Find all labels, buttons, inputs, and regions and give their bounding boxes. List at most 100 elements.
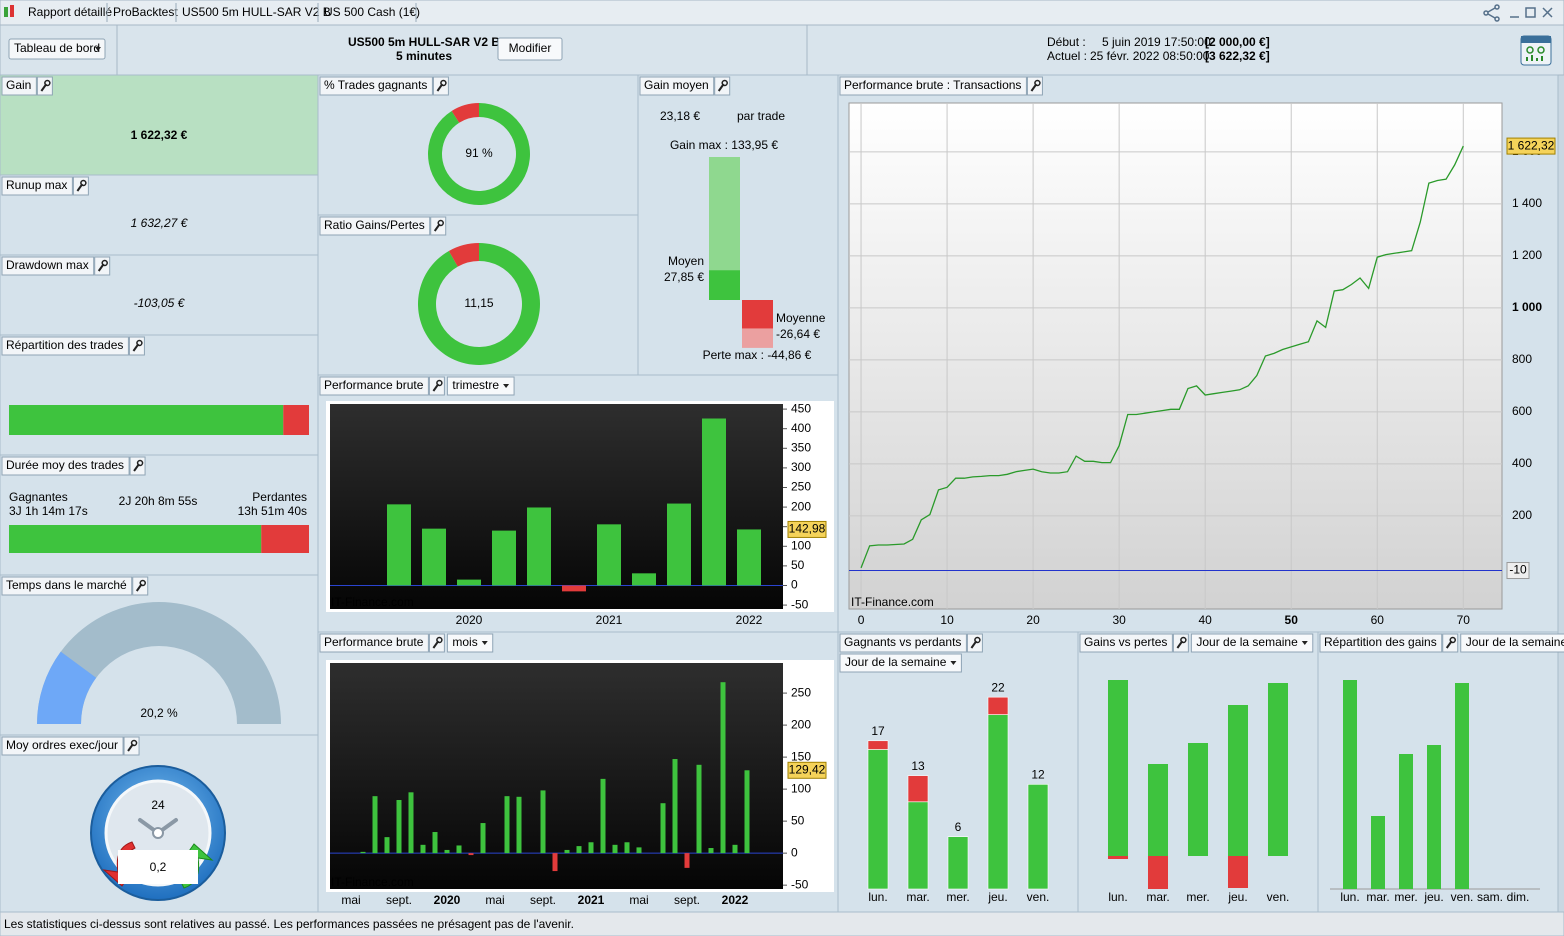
avg-gain-bar [709, 270, 740, 300]
bar [636, 847, 642, 854]
total-label: 17 [871, 724, 885, 738]
app-icon [10, 5, 14, 17]
period-select-box[interactable] [1460, 633, 1564, 653]
value-label: 0,2 [150, 860, 167, 874]
wrench-icon [136, 339, 143, 347]
panel-title-box [1, 736, 124, 756]
y-tick-label: 0 [791, 845, 798, 859]
dropdown-arrow [481, 641, 488, 645]
x-tick-label: sept. [674, 893, 700, 907]
last-value-box [787, 761, 827, 779]
panel-title: Performance brute [324, 378, 424, 392]
y-tick-label: 300 [791, 460, 811, 474]
wrench-icon [1180, 636, 1187, 644]
period-select-box[interactable] [446, 376, 515, 396]
runup-value: 1 632,27 € [131, 216, 189, 230]
bar [597, 524, 621, 586]
tab[interactable]: US 500 Cash (1€) [324, 5, 420, 19]
total-label: 22 [991, 680, 1005, 694]
y-tick-label: 200 [791, 499, 811, 513]
avg-loss-label: -26,64 € [776, 327, 820, 341]
panel-title: Performance brute [324, 635, 424, 649]
panel-title-box [1, 456, 130, 476]
report-icon[interactable] [1520, 35, 1552, 66]
split-segment [9, 405, 284, 435]
x-tick-label: mer. [1394, 890, 1417, 904]
losers-label: Perdantes [252, 490, 307, 504]
period-select-box[interactable] [839, 653, 962, 673]
panel-title: Gain [6, 78, 31, 92]
panel-title-box [1, 336, 129, 356]
x-tick-label: mer. [1186, 890, 1209, 904]
x-tick-label: sept. [530, 893, 556, 907]
y-tick-label: 200 [1512, 508, 1532, 522]
bar [562, 585, 586, 592]
bar [696, 764, 702, 854]
wrench-icon [436, 379, 443, 387]
bar [420, 844, 426, 854]
bar [360, 851, 366, 854]
edit-button[interactable] [497, 37, 563, 61]
y-tick-label: 50 [791, 558, 805, 572]
last-value-label: 1 622,32 [1508, 138, 1555, 152]
panel-title-box [1, 256, 95, 276]
bar [564, 849, 570, 854]
period-select-box[interactable] [1190, 633, 1314, 653]
current-capital: [3 622,32 €] [1205, 49, 1270, 63]
reference-label-box [1506, 562, 1530, 580]
plot-area [330, 663, 783, 889]
bar-segment [987, 696, 1009, 715]
wrench-icon [440, 79, 447, 87]
bar [1228, 856, 1248, 888]
bar [1148, 856, 1168, 889]
winners-duration: 3J 1h 14m 17s [9, 504, 88, 518]
bar [684, 853, 690, 868]
donut-win [418, 243, 540, 365]
bar [492, 530, 516, 586]
panel-title: % Trades gagnants [324, 78, 427, 92]
x-tick-label: 2021 [596, 613, 623, 627]
gauge-label: 20,2 % [140, 706, 178, 720]
bar [732, 844, 738, 854]
period-select-box[interactable] [446, 633, 494, 653]
system-name: US500 5m HULL-SAR V2 B [348, 35, 500, 49]
bar [396, 800, 402, 854]
value-box [118, 850, 198, 884]
avg-gain-title: Moyen [668, 254, 704, 268]
tab[interactable]: Rapport détaillé [28, 5, 112, 19]
avg-gain-unit: par trade [737, 109, 785, 123]
avg-gain-value: 23,18 € [660, 109, 700, 123]
watermark: IT-Finance.com [331, 595, 414, 609]
bar-segment [1027, 784, 1049, 890]
x-tick-label: 2020 [434, 893, 461, 907]
window-controls[interactable] [1483, 4, 1553, 22]
x-tick-label: 2022 [722, 893, 749, 907]
tab[interactable]: US500 5m HULL-SAR V2 B [182, 5, 331, 19]
y-tick-label: 400 [791, 421, 811, 435]
bar [667, 503, 691, 586]
status-bar [0, 911, 1564, 936]
bar-segment [907, 801, 929, 890]
tab[interactable]: ProBacktest [113, 5, 178, 19]
bar [384, 837, 390, 854]
split-segment [283, 405, 309, 435]
x-tick-label: ven. [1451, 890, 1474, 904]
view-select-label: Tableau de bord [14, 41, 100, 55]
disclaimer: Les statistiques ci-dessus sont relative… [4, 917, 574, 931]
plot-area [848, 102, 1503, 610]
bar [504, 796, 510, 854]
dropdown-arrow [503, 384, 510, 388]
bar [744, 770, 750, 854]
panel-title-box [319, 216, 431, 236]
y-tick-label: 50 [791, 813, 805, 827]
dropdown-arrow [950, 661, 957, 665]
x-tick-label: mai [485, 893, 504, 907]
bar [387, 504, 411, 586]
x-tick-label: sept. [386, 893, 412, 907]
x-tick-label: mai [341, 893, 360, 907]
bar [468, 853, 474, 856]
view-select[interactable] [8, 38, 106, 60]
bar [576, 846, 582, 854]
panel-title-box [1, 176, 73, 196]
